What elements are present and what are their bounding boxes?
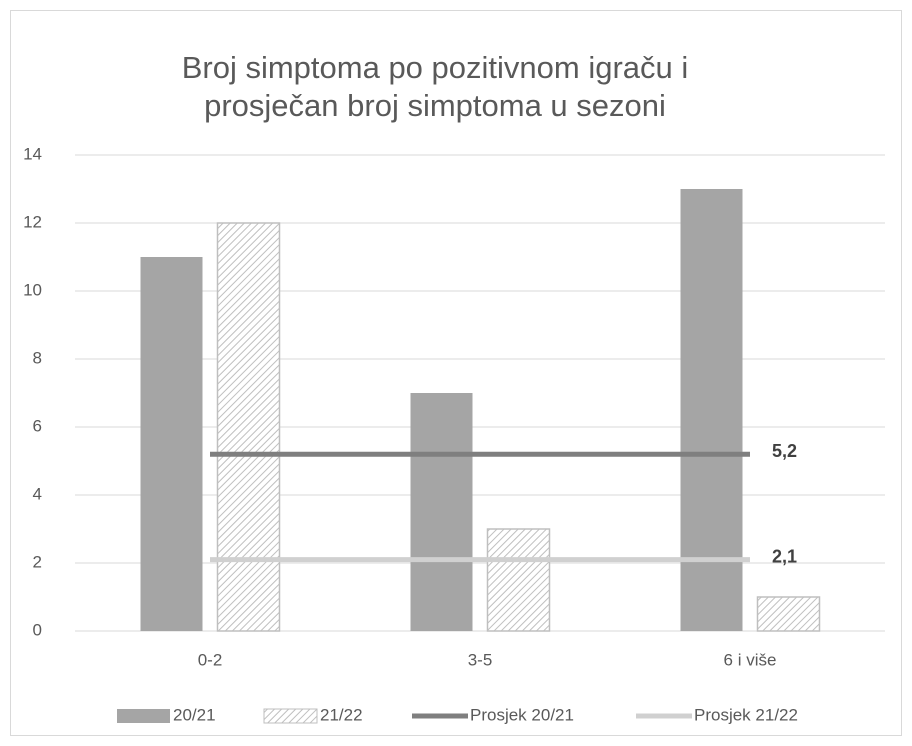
bar (410, 393, 473, 631)
y-tick-label: 2 (33, 552, 42, 571)
legend-label: Prosjek 20/21 (470, 705, 574, 724)
bar (756, 596, 821, 632)
bar (680, 189, 743, 631)
bar (140, 257, 203, 631)
bar (216, 222, 281, 632)
legend-label: 21/22 (320, 705, 363, 724)
chart-title: prosječan broj simptoma u sezoni (204, 88, 666, 123)
x-tick-label: 3-5 (468, 650, 493, 669)
data-label: 5,2 (772, 441, 797, 461)
y-tick-label: 4 (33, 484, 42, 503)
x-tick-label: 6 i više (724, 650, 777, 669)
legend-label: Prosjek 21/22 (694, 705, 798, 724)
y-tick-label: 12 (23, 212, 42, 231)
legend-swatch (117, 709, 170, 723)
y-tick-label: 14 (23, 144, 42, 163)
x-tick-label: 0-2 (198, 650, 223, 669)
y-tick-label: 6 (33, 416, 42, 435)
y-tick-label: 8 (33, 348, 42, 367)
chart-title: Broj simptoma po pozitivnom igraču i (182, 50, 689, 85)
legend-swatch (263, 708, 318, 724)
legend-label: 20/21 (173, 705, 216, 724)
y-tick-label: 0 (33, 620, 42, 639)
y-tick-label: 10 (23, 280, 42, 299)
bar (486, 528, 551, 632)
data-label: 2,1 (772, 546, 797, 566)
